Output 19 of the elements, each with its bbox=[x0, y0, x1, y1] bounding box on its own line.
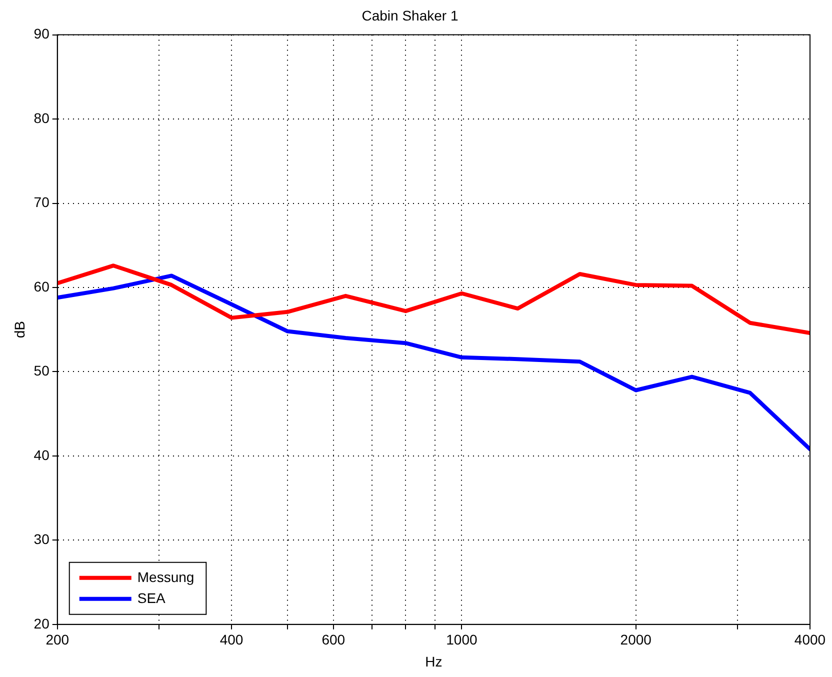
x-axis-title: Hz bbox=[425, 653, 442, 670]
x-tick-label: 400 bbox=[220, 632, 244, 648]
x-tick-label: 1000 bbox=[446, 632, 478, 648]
x-tick-label: 600 bbox=[322, 632, 346, 648]
y-tick-label: 20 bbox=[34, 615, 50, 632]
y-tick-label: 90 bbox=[34, 26, 50, 42]
x-tick-label: 200 bbox=[46, 632, 70, 648]
chart-title: Cabin Shaker 1 bbox=[362, 7, 458, 24]
legend-label: SEA bbox=[137, 590, 166, 606]
y-tick-label: 50 bbox=[34, 362, 50, 379]
y-tick-label: 30 bbox=[34, 531, 50, 548]
y-tick-label: 40 bbox=[34, 446, 50, 463]
y-tick-label: 60 bbox=[34, 278, 50, 294]
y-axis-title: dB bbox=[11, 321, 28, 338]
x-tick-label: 2000 bbox=[620, 632, 652, 648]
y-tick-label: 70 bbox=[34, 194, 50, 210]
legend-label: Messung bbox=[137, 568, 194, 585]
y-tick-label: 80 bbox=[34, 110, 50, 126]
x-tick-label: 4000 bbox=[794, 632, 826, 648]
